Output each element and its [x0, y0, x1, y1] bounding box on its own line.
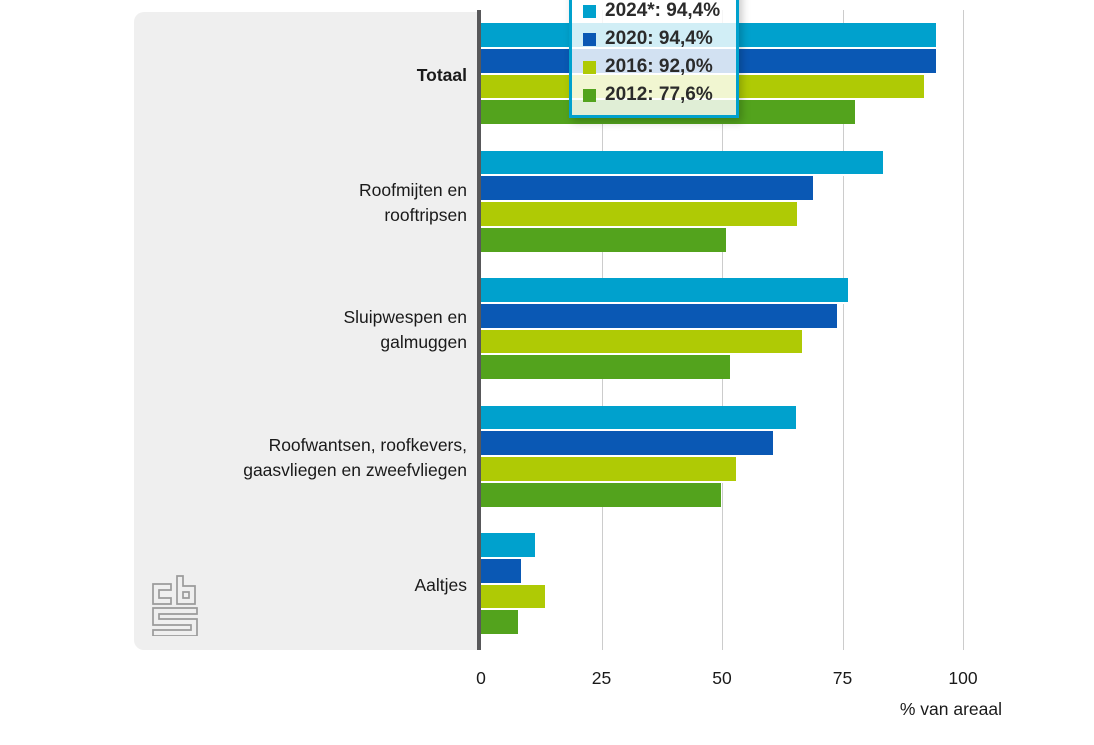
bar-group-aaltjes	[481, 533, 546, 635]
bar-aaltjes-2016[interactable]	[481, 584, 546, 611]
tooltip-value-text: 2016: 92,0%	[605, 56, 713, 77]
tooltip-legend-swatch	[583, 4, 596, 18]
tooltip-row: 2012: 77,6%	[583, 81, 720, 109]
bar-roofmijten-en-rooftripsen-2012[interactable]	[481, 227, 726, 252]
category-label-line: Aaltjes	[414, 574, 467, 595]
category-label-aaltjes: Aaltjes	[134, 533, 467, 637]
x-tick-label-50: 50	[712, 668, 732, 688]
bar-sluipwespen-en-galmuggen-2016[interactable]	[481, 329, 803, 356]
category-panel: Totaal Roofmijten en rooftripsen Sluipwespe…	[134, 12, 477, 650]
bar-roofwantsen-roofkevers-gaasvliegen-en-zweefvliegen-2024[interactable]	[481, 405, 796, 432]
bar-aaltjes-2020[interactable]	[481, 558, 521, 585]
x-tick-label-100: 100	[948, 668, 978, 688]
x-tick-label-25: 25	[591, 668, 612, 688]
bar-roofwantsen-roofkevers-gaasvliegen-en-zweefvliegen-2016[interactable]	[481, 457, 737, 483]
tooltip-legend-swatch	[583, 88, 596, 102]
bar-roofmijten-en-rooftripsen-2024[interactable]	[481, 150, 883, 177]
y-axis-line	[477, 10, 481, 650]
gridline-75	[842, 10, 844, 650]
bar-roofwantsen-roofkevers-gaasvliegen-en-zweefvliegen-2020[interactable]	[481, 431, 773, 458]
bar-sluipwespen-en-galmuggen-2024[interactable]	[481, 278, 848, 304]
bar-roofmijten-en-rooftripsen-2020[interactable]	[481, 176, 814, 203]
bar-group-roofmijten-en-rooftripsen	[481, 150, 883, 252]
category-label-roofwantsen-roofkevers-gaasvliegen-en-zweefvliegen: Roofwantsen, roofkevers, gaasvliegen en z…	[134, 406, 467, 510]
cbs-logo-letter-b	[176, 575, 196, 605]
bar-roofwantsen-roofkevers-gaasvliegen-en-zweefvliegen-2012[interactable]	[481, 482, 722, 507]
category-label-line: Roofwantsen, roofkevers,	[268, 434, 467, 455]
category-label-totaal: Totaal	[134, 23, 467, 127]
category-label-line: Totaal	[416, 64, 467, 85]
bar-sluipwespen-en-galmuggen-2012[interactable]	[481, 355, 731, 380]
tooltip-value-text: 2012: 77,6%	[605, 84, 713, 105]
bar-group-sluipwespen-en-galmuggen	[481, 278, 848, 380]
bar-aaltjes-2012[interactable]	[481, 610, 518, 635]
tooltip-row: 2024*: 94,4%	[583, 0, 720, 25]
tooltip-row: 2016: 92,0%	[583, 53, 720, 81]
cbs-logo	[152, 575, 198, 636]
tooltip-value-text: 2024*: 94,4%	[605, 0, 721, 21]
category-label-roofmijten-en-rooftripsen: Roofmijten en rooftripsen	[134, 151, 467, 255]
gridline-100	[963, 10, 964, 650]
cbs-logo-letter-s	[152, 607, 198, 636]
category-label-line: Roofmijten en	[359, 179, 467, 200]
tooltip: 2024*: 94,4% 2020: 94,4% 2016: 92,0% 2012: …	[569, 0, 740, 118]
category-label-line: Sluipwespen en	[343, 307, 467, 327]
tooltip-row: 2020: 94,4%	[583, 25, 720, 53]
tooltip-value-text: 2020: 94,4%	[605, 28, 713, 49]
cbs-logo-letter-b-hole	[182, 591, 190, 599]
category-label-line: gaasvliegen en zweefvliegen	[243, 459, 467, 480]
cbs-logo-letter-c	[152, 583, 172, 605]
x-tick-label-75: 75	[832, 668, 853, 688]
x-axis-title: % van areaal	[899, 699, 1002, 719]
bar-group-roofwantsen-roofkevers-gaasvliegen-en-zweefvliegen	[481, 405, 796, 507]
x-tick-label-0: 0	[476, 668, 486, 688]
bar-aaltjes-2024[interactable]	[481, 533, 536, 559]
category-label-line: rooftripsen	[384, 204, 467, 225]
category-label-sluipwespen-en-galmuggen: Sluipwespen en galmuggen	[134, 278, 467, 382]
category-label-line: galmuggen	[380, 332, 467, 352]
tooltip-legend-swatch	[583, 60, 596, 74]
bar-roofmijten-en-rooftripsen-2016[interactable]	[481, 202, 798, 228]
bar-sluipwespen-en-galmuggen-2020[interactable]	[481, 303, 838, 330]
tooltip-legend-swatch	[583, 32, 596, 46]
